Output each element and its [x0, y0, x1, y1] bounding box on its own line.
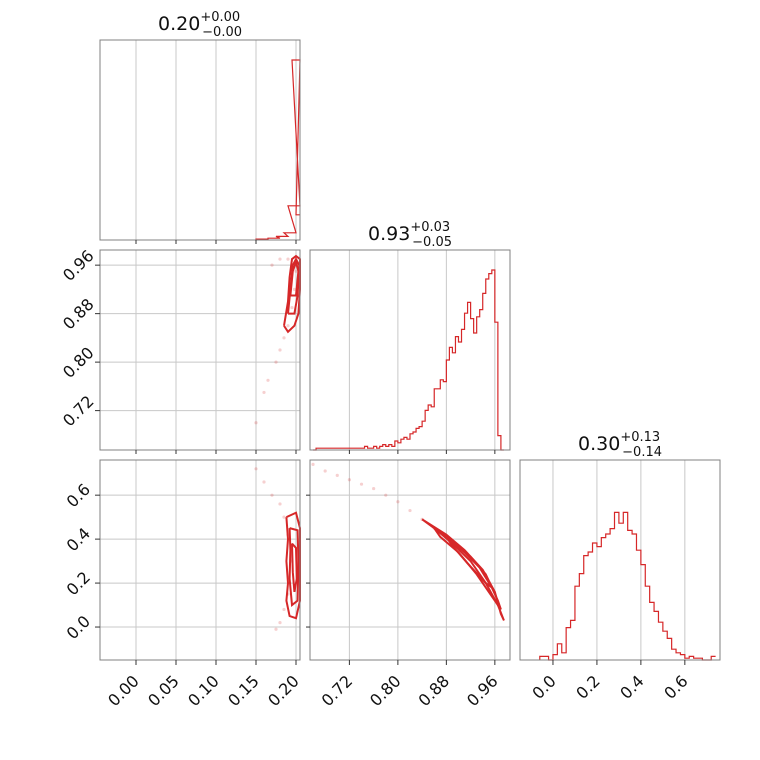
contour-level-2 — [291, 542, 298, 593]
data-layer — [255, 59, 716, 661]
scatter-point — [359, 482, 364, 486]
y-tick-label: 0.6 — [63, 480, 94, 511]
x-tick-label: 0.72 — [318, 671, 357, 710]
scatter-point — [254, 421, 258, 425]
y-tick-label: 0.96 — [59, 246, 98, 285]
x-tick-label: 0.80 — [366, 671, 405, 710]
frame-layer — [99, 39, 721, 661]
contour-level-1 — [433, 527, 502, 611]
scatter-point — [290, 305, 294, 310]
scatter-point — [282, 336, 286, 340]
x-tick-label: 0.10 — [184, 671, 223, 710]
panel-frame — [309, 459, 511, 661]
scatter-point — [294, 269, 298, 273]
histogram-param-1 — [313, 269, 504, 451]
scatter-point — [286, 257, 290, 261]
scatter-point — [347, 478, 351, 482]
scatter-point — [254, 467, 258, 471]
contour-level-2 — [445, 536, 493, 589]
y-tick-label: 0.4 — [63, 524, 94, 555]
x-tick-label: 0.4 — [616, 671, 647, 702]
y-tick-label: 0.72 — [59, 392, 98, 431]
histogram-param-2 — [539, 511, 716, 661]
panel-frame — [309, 249, 511, 451]
scatter-point — [270, 493, 274, 497]
contour-level-0 — [421, 518, 505, 621]
panel-frame — [99, 249, 301, 451]
scatter-point — [274, 360, 278, 364]
title-param-1: 0.93+0.03 −0.05 — [368, 220, 452, 250]
scatter-point — [262, 390, 266, 395]
scatter-point — [278, 502, 282, 506]
title-param-2: 0.30+0.13 −0.14 — [578, 430, 662, 460]
x-tick-label: 0.00 — [104, 671, 143, 710]
scatter-point — [278, 621, 282, 625]
x-tick-label: 0.88 — [415, 671, 454, 710]
x-tick-label: 0.20 — [264, 671, 303, 710]
scatter-point — [335, 473, 339, 477]
scatter-point — [384, 493, 388, 497]
scatter-point — [372, 486, 376, 491]
scatter-point — [286, 324, 290, 328]
panel-frame — [519, 459, 721, 661]
title-param-0: 0.20+0.00 −0.00 — [158, 10, 242, 40]
scatter-point — [282, 515, 286, 519]
y-tick-label: 0.0 — [63, 612, 94, 643]
scatter-point — [274, 627, 278, 631]
scatter-point — [311, 462, 315, 466]
histogram-param-0 — [255, 59, 301, 240]
scatter-point — [408, 508, 412, 513]
x-tick-label: 0.96 — [463, 671, 502, 710]
scatter-point — [282, 607, 286, 612]
contour-level-0 — [285, 511, 301, 620]
x-tick-label: 0.0 — [528, 671, 559, 702]
x-tick-label: 0.05 — [144, 671, 183, 710]
contour-level-1 — [288, 527, 300, 607]
grid-layer — [100, 40, 686, 660]
scatter-point — [270, 263, 274, 267]
x-tick-label: 0.6 — [660, 671, 691, 702]
panel-frame — [99, 459, 301, 661]
scatter-point — [323, 469, 327, 473]
x-tick-label: 0.2 — [572, 671, 603, 702]
scatter-point — [266, 378, 270, 382]
scatter-point — [262, 480, 266, 484]
scatter-point — [278, 348, 282, 352]
scatter-point — [292, 287, 296, 291]
y-tick-label: 0.88 — [59, 295, 98, 334]
y-tick-label: 0.2 — [63, 568, 94, 599]
scatter-point — [278, 257, 282, 261]
y-tick-label: 0.80 — [59, 343, 98, 382]
x-tick-label: 0.15 — [224, 671, 263, 710]
scatter-point — [396, 500, 400, 504]
contour-level-2 — [289, 258, 300, 297]
panel-frame — [99, 39, 301, 241]
